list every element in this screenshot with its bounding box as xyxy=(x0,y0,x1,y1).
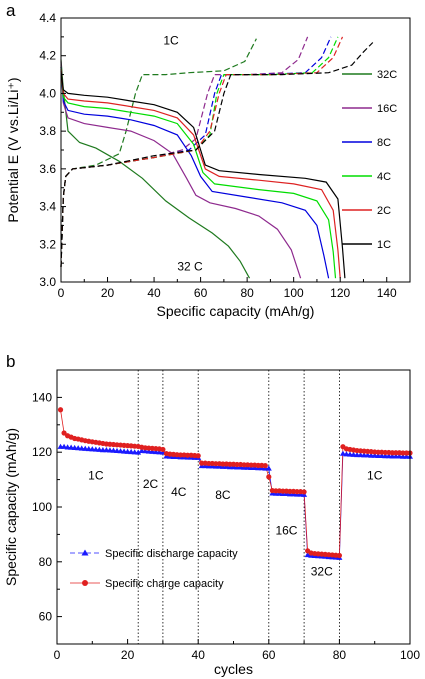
panel-a-x-tick-label: 100 xyxy=(284,286,304,300)
panel-a-x-axis-title: Specific capacity (mAh/g) xyxy=(157,303,315,319)
legend-label-16c: 16C xyxy=(377,103,397,115)
legend-label-discharge: Specific discharge capacity xyxy=(105,548,238,560)
rate-label: 16C xyxy=(275,523,297,537)
panel-b-y-tick-label: 60 xyxy=(39,610,53,624)
panel-b-y-tick-label: 80 xyxy=(39,555,53,569)
charge-capacity-point xyxy=(160,446,166,453)
panel-b-y-tick-label: 100 xyxy=(32,500,52,514)
discharge-capacity-point xyxy=(304,551,311,558)
panel-b-y-tick-label: 120 xyxy=(32,445,52,459)
charge-capacity-point xyxy=(195,453,201,459)
legend-label-2c: 2C xyxy=(377,205,391,217)
legend-swatch-marker-discharge xyxy=(81,549,89,556)
panel-a-annotation-32c: 32 C xyxy=(177,260,203,274)
panel-a-x-tick-label: 120 xyxy=(330,286,350,300)
legend-label-4c: 4C xyxy=(377,171,391,183)
panel-a-annotation-1c: 1C xyxy=(163,33,179,47)
panel-a-x-tick-label: 20 xyxy=(101,286,115,300)
panel-b-y-tick-label: 140 xyxy=(32,390,52,404)
rate-label: 32C xyxy=(311,565,333,579)
discharge-curve-1c xyxy=(60,70,346,279)
discharge-curve-16c xyxy=(60,61,302,279)
discharge-curve-8c xyxy=(60,66,330,279)
rate-label: 1C xyxy=(88,469,104,483)
panel-a-y-axis-title: Potential E (V vs.Li/Li⁺) xyxy=(5,77,21,222)
panel-a-y-tick-label: 3.0 xyxy=(39,275,56,289)
discharge-curve-32c xyxy=(60,59,251,279)
panel-a-y-tick-label: 4.2 xyxy=(39,49,56,63)
panel-b-y-axis-title: Specific capacity (mAh/g) xyxy=(3,428,19,586)
panel-a-y-tick-label: 3.2 xyxy=(39,237,56,251)
panel-b-x-tick-label: 20 xyxy=(121,648,135,662)
discharge-capacity-point xyxy=(339,450,346,456)
discharge-curve-2c xyxy=(60,68,341,279)
discharge-capacity-point xyxy=(135,449,142,455)
rate-label: 4C xyxy=(171,485,187,499)
panel-a-y-tick-label: 3.8 xyxy=(39,124,56,138)
panel-b-x-tick-label: 40 xyxy=(192,648,206,662)
discharge-curve-4c xyxy=(60,66,337,279)
panel-a-label: a xyxy=(6,1,16,20)
panel-b-x-tick-label: 100 xyxy=(400,648,420,662)
panel-a-legend: 32C 16C 8C 4C 2C 1C xyxy=(342,69,397,251)
rate-label: 8C xyxy=(215,488,231,502)
panel-a-x-tick-label: 60 xyxy=(194,286,208,300)
charge-capacity-point xyxy=(266,474,272,480)
legend-swatch-marker-charge xyxy=(82,580,88,586)
charge-curve-16c xyxy=(60,36,309,267)
panel-b-legend: Specific discharge capacity Specific char… xyxy=(70,548,238,590)
panel-a-x-tick-label: 0 xyxy=(58,286,65,300)
charge-curve-1c xyxy=(60,42,374,267)
panel-a-x-tick-label: 80 xyxy=(240,286,254,300)
charge-capacity-point xyxy=(61,430,67,436)
legend-label-1c: 1C xyxy=(377,239,391,251)
charge-capacity-line xyxy=(60,409,410,556)
panel-a-x-tick-label: 40 xyxy=(147,286,161,300)
charge-capacity-point xyxy=(336,552,342,559)
rate-label: 2C xyxy=(143,477,159,491)
panel-b-x-tick-label: 80 xyxy=(333,648,347,662)
panel-a: a 32C 16C 8C 4C 2C 1C 0 20 40 60 80 100 120 140 3.0 3.… xyxy=(5,1,411,319)
discharge-capacity-point xyxy=(265,465,272,471)
panel-a-x-tick-label: 140 xyxy=(377,286,397,300)
legend-label-8c: 8C xyxy=(377,137,391,149)
charge-capacity-point xyxy=(262,463,268,469)
charge-capacity-point xyxy=(301,489,307,495)
panel-a-y-tick-label: 3.6 xyxy=(39,162,56,176)
panel-a-y-tick-label: 4.0 xyxy=(39,86,56,100)
panel-a-y-tick-label: 4.4 xyxy=(39,11,56,25)
panel-b: b Specific discharge capacity Specific ch… xyxy=(3,352,420,677)
panel-b-x-axis-title: cycles xyxy=(214,661,253,677)
panel-b-plot-frame xyxy=(56,369,411,645)
panel-b-label: b xyxy=(6,352,15,371)
legend-label-32c: 32C xyxy=(377,69,397,81)
discharge-capacity-point xyxy=(61,443,68,449)
charge-capacity-point xyxy=(57,407,64,413)
legend-label-charge: Specific charge capacity xyxy=(105,578,224,590)
panel-a-y-tick-label: 3.4 xyxy=(39,200,56,214)
rate-label: 1C xyxy=(367,469,383,483)
panel-b-x-tick-label: 60 xyxy=(262,648,276,662)
charge-curve-32c xyxy=(60,38,257,267)
panel-b-x-tick-label: 0 xyxy=(54,648,61,662)
